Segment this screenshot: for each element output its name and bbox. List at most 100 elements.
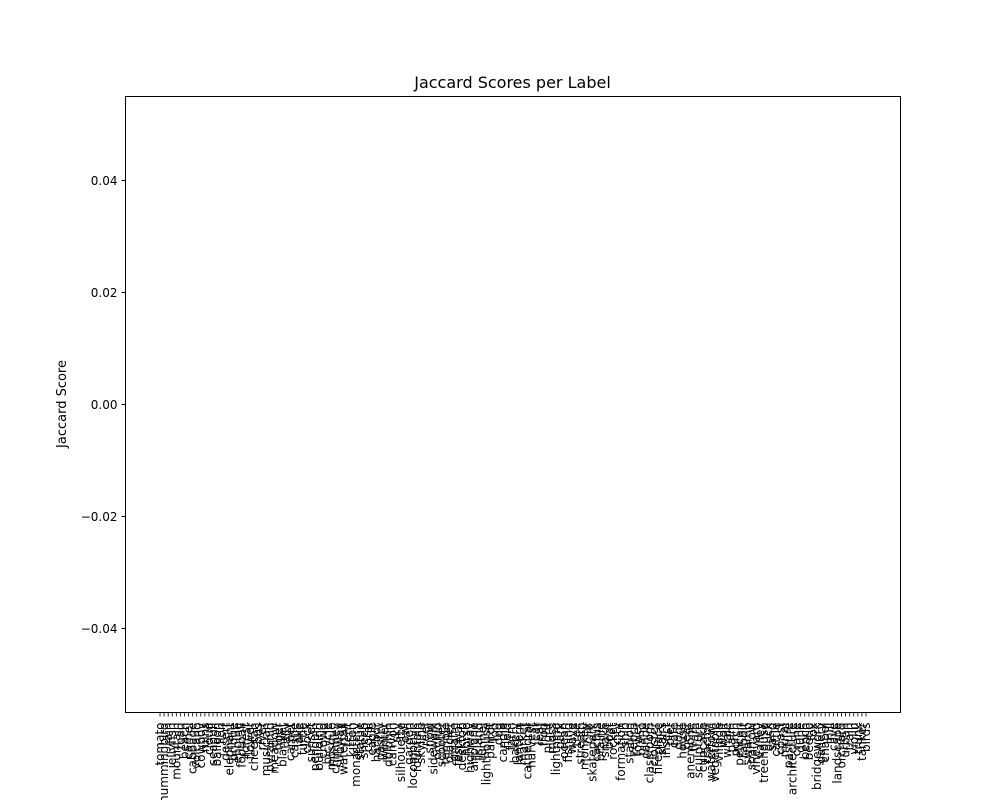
x-tick-label: cheetah <box>247 723 261 772</box>
chart-title: Jaccard Scores per Label <box>413 73 611 92</box>
x-tick-label: city <box>610 723 624 745</box>
x-tick-label: island <box>471 723 485 759</box>
x-tick-label: canoe <box>639 723 653 759</box>
x-tick-label: wave <box>565 723 579 755</box>
x-tick-label: snow <box>422 722 436 753</box>
x-tick-label: orchard <box>835 723 849 769</box>
x-tick-label: forest <box>239 722 253 757</box>
x-tick-label: harvest <box>524 722 538 768</box>
x-tick-label: trunk <box>851 722 865 754</box>
x-tick-label: pier <box>663 722 677 745</box>
x-tick-label: cloister <box>647 722 661 766</box>
x-tick-label: bicycle <box>320 723 334 765</box>
x-tick-label: snake <box>598 723 612 758</box>
x-tick-label: train <box>843 723 857 751</box>
x-tick-label: boat <box>602 722 616 749</box>
x-tick-label: engine <box>231 723 245 764</box>
x-tick-label: anemone <box>684 723 698 779</box>
x-tick-label: cowboy <box>194 723 208 769</box>
x-tick-label: village <box>712 723 726 762</box>
x-tick-label: airplane <box>467 723 481 772</box>
x-tick-label: owl <box>398 723 412 744</box>
x-tick-label: bakery <box>508 723 522 764</box>
x-tick-label: classroom <box>643 723 657 784</box>
x-tick-label: kitten <box>345 723 359 758</box>
x-tick-label: violin <box>847 723 861 755</box>
x-tick-label: mural <box>777 723 791 758</box>
x-tick-label: vineyard <box>749 723 763 775</box>
x-tick-label: sunset <box>304 722 318 762</box>
x-tick-label: road <box>173 723 187 750</box>
x-tick-label: house <box>675 723 689 759</box>
x-tick-label: formation <box>614 723 628 781</box>
x-tick-label: coast <box>773 722 787 755</box>
x-tick-label: dune <box>794 723 808 753</box>
x-tick-label: bridge <box>226 723 240 762</box>
x-tick-label: cattle <box>769 723 783 757</box>
x-tick-label: cliff <box>581 722 595 744</box>
x-tick-label: lake <box>292 723 306 748</box>
x-tick-label: building <box>312 723 326 771</box>
x-tick-label: station <box>622 723 636 764</box>
x-tick-label: architecture <box>786 723 800 796</box>
x-tick-label: clock <box>300 722 314 753</box>
x-tick-label: meadow <box>267 722 281 773</box>
x-tick-label: stairs <box>655 723 669 756</box>
x-tick-label: skatepark <box>586 722 600 781</box>
x-tick-label: wolf <box>716 722 730 747</box>
x-tick-label: penguin <box>308 723 322 772</box>
x-tick-label: tractor <box>700 722 714 763</box>
x-tick-label: market <box>516 722 530 765</box>
x-tick-label: fox <box>806 723 820 741</box>
x-tick-label: swamp <box>741 723 755 766</box>
x-tick-label: tunnel <box>475 723 489 761</box>
x-tick-label: porch <box>728 723 742 757</box>
x-tick-label: door <box>671 722 685 749</box>
x-tick-label: eagle <box>365 723 379 756</box>
x-tick-label: rabbit <box>737 722 751 758</box>
x-tick-label: dolphin <box>382 723 396 767</box>
x-tick-label: giraffe <box>447 723 461 762</box>
x-tick-label: tram <box>688 723 702 752</box>
x-tick-label: farm <box>504 723 518 751</box>
x-tick-label: cabbage <box>186 723 200 775</box>
x-tick-label: scooter <box>435 722 449 767</box>
x-tick-label: castle <box>288 723 302 759</box>
x-tick-label: football <box>235 723 249 768</box>
x-axis-ticks: tomatohummingbirdrainjellyfishmountainro… <box>153 712 873 800</box>
y-axis-label: Jaccard Score <box>55 360 70 449</box>
x-tick-label: tree <box>569 723 583 747</box>
x-tick-label: crane <box>790 723 804 757</box>
x-tick-label: piano <box>635 723 649 756</box>
x-tick-label: prairie <box>594 723 608 762</box>
x-tick-label: moss <box>545 723 559 755</box>
x-tick-label: fountain <box>410 723 424 773</box>
x-tick-label: camel <box>182 723 196 759</box>
x-tick-label: candle <box>496 723 510 763</box>
y-tick-label: −0.04 <box>81 622 118 636</box>
x-tick-label: gallery <box>814 723 828 764</box>
x-tick-label: garden <box>402 723 416 765</box>
x-tick-label: frog <box>537 723 551 747</box>
x-tick-label: monastery <box>349 723 363 787</box>
x-tick-label: desert <box>218 722 232 761</box>
x-tick-label: festival <box>451 723 465 767</box>
x-tick-label: lion <box>214 723 228 745</box>
x-tick-label: ruins <box>198 723 212 753</box>
x-tick-label: bridgework <box>810 722 824 790</box>
x-tick-label: temple <box>439 723 453 765</box>
x-tick-label: ocean <box>557 723 571 759</box>
x-tick-label: lantern <box>512 723 526 766</box>
x-tick-label: waterfowl <box>704 723 718 782</box>
x-tick-label: harbor <box>369 722 383 762</box>
x-tick-label: ship <box>618 723 632 748</box>
x-tick-label: sand <box>765 723 779 752</box>
x-tick-label: vegetable <box>708 723 722 783</box>
x-tick-label: carpet <box>284 722 298 761</box>
x-tick-label: chimney <box>328 723 342 774</box>
y-axis-ticks: −0.04 −0.02 0.00 0.02 0.04 <box>81 174 126 636</box>
x-tick-label: highway <box>463 723 477 773</box>
plot-area-frame <box>125 96 901 713</box>
x-tick-label: seagull <box>206 723 220 766</box>
x-tick-label: orchid <box>431 723 445 760</box>
